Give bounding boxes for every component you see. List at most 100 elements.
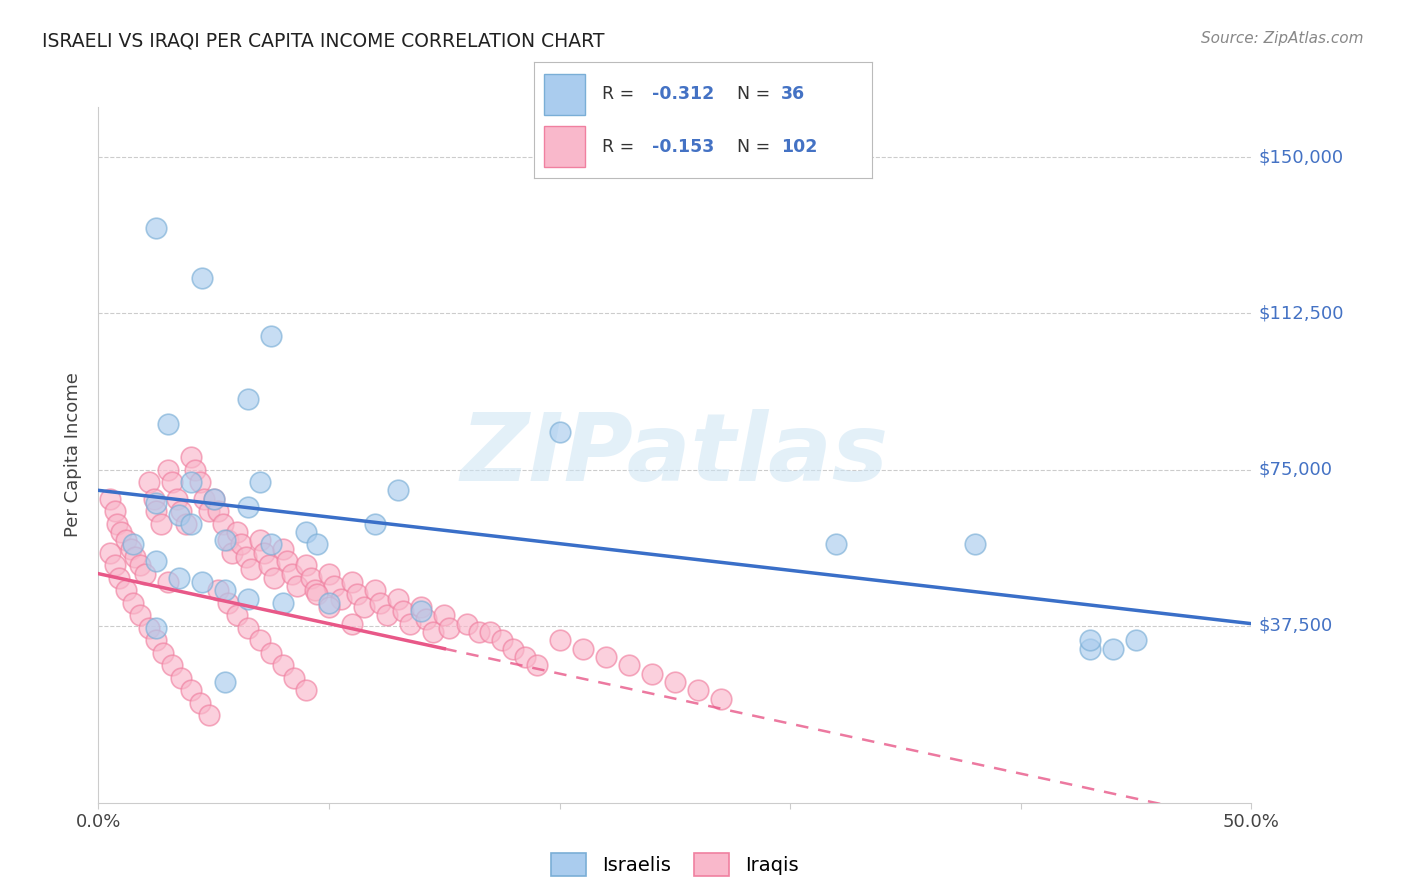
Point [617, 658, 640, 673]
Point [353, 599, 375, 614]
Point [129, 558, 152, 573]
Point [825, 537, 848, 551]
Point [318, 566, 340, 581]
Point [283, 671, 305, 685]
Point [235, 549, 257, 564]
Point [138, 621, 160, 635]
Point [346, 587, 368, 601]
Point [207, 583, 229, 598]
Point [160, 475, 183, 489]
Point [145, 220, 167, 235]
Point [238, 392, 260, 406]
Point [115, 533, 138, 548]
Point [180, 683, 202, 698]
Point [120, 541, 142, 556]
Point [98, 546, 121, 560]
Point [170, 504, 193, 518]
Point [180, 450, 202, 464]
Point [415, 612, 437, 626]
Point [214, 583, 236, 598]
Point [166, 491, 188, 506]
Point [188, 475, 211, 489]
Text: N =: N = [737, 86, 776, 103]
Point [105, 516, 128, 531]
Point [129, 608, 152, 623]
Point [318, 596, 340, 610]
Text: -0.312: -0.312 [652, 86, 714, 103]
Point [249, 633, 271, 648]
Point [238, 621, 260, 635]
Text: N =: N = [737, 137, 776, 155]
Point [641, 666, 664, 681]
Text: 36: 36 [780, 86, 804, 103]
Point [340, 616, 363, 631]
Point [193, 491, 215, 506]
Point [364, 583, 387, 598]
Text: $150,000: $150,000 [1258, 148, 1344, 166]
Point [260, 329, 283, 343]
Point [108, 571, 131, 585]
Point [391, 604, 413, 618]
Point [422, 625, 444, 640]
Point [318, 599, 340, 614]
Legend: Israelis, Iraqis: Israelis, Iraqis [544, 846, 806, 884]
Point [253, 546, 276, 560]
Point [174, 516, 197, 531]
Text: $75,000: $75,000 [1258, 460, 1333, 478]
Point [963, 537, 986, 551]
Point [387, 591, 409, 606]
Point [145, 554, 167, 568]
Point [1078, 633, 1101, 648]
Point [479, 625, 502, 640]
Point [170, 671, 193, 685]
Point [198, 708, 221, 723]
Point [180, 475, 202, 489]
Point [207, 504, 229, 518]
Point [184, 462, 207, 476]
Y-axis label: Per Capita Income: Per Capita Income [65, 373, 83, 537]
Point [368, 596, 391, 610]
Point [134, 566, 156, 581]
Point [571, 641, 593, 656]
Point [340, 574, 363, 589]
Text: R =: R = [602, 86, 640, 103]
Text: Source: ZipAtlas.com: Source: ZipAtlas.com [1201, 31, 1364, 46]
Point [276, 554, 298, 568]
Point [103, 558, 125, 573]
Point [548, 425, 571, 439]
Point [322, 579, 344, 593]
Point [214, 533, 236, 548]
Point [364, 516, 387, 531]
Point [307, 537, 329, 551]
Point [122, 537, 145, 551]
Point [307, 587, 329, 601]
Point [411, 599, 433, 614]
Text: 102: 102 [780, 137, 817, 155]
Point [271, 541, 294, 556]
Point [260, 537, 283, 551]
Point [304, 583, 326, 598]
Point [198, 504, 221, 518]
Point [491, 633, 513, 648]
Point [437, 621, 460, 635]
Point [281, 566, 304, 581]
Point [285, 579, 308, 593]
Point [167, 571, 190, 585]
Point [122, 596, 145, 610]
Point [217, 596, 239, 610]
Point [295, 558, 318, 573]
Point [595, 650, 617, 665]
Point [249, 533, 271, 548]
Point [1102, 641, 1125, 656]
Text: -0.153: -0.153 [652, 137, 714, 155]
Point [103, 504, 125, 518]
Point [188, 696, 211, 710]
Point [257, 558, 280, 573]
FancyBboxPatch shape [544, 126, 585, 167]
Point [664, 675, 686, 690]
Point [145, 504, 167, 518]
Point [238, 500, 260, 514]
Point [548, 633, 571, 648]
FancyBboxPatch shape [544, 74, 585, 114]
Point [238, 591, 260, 606]
